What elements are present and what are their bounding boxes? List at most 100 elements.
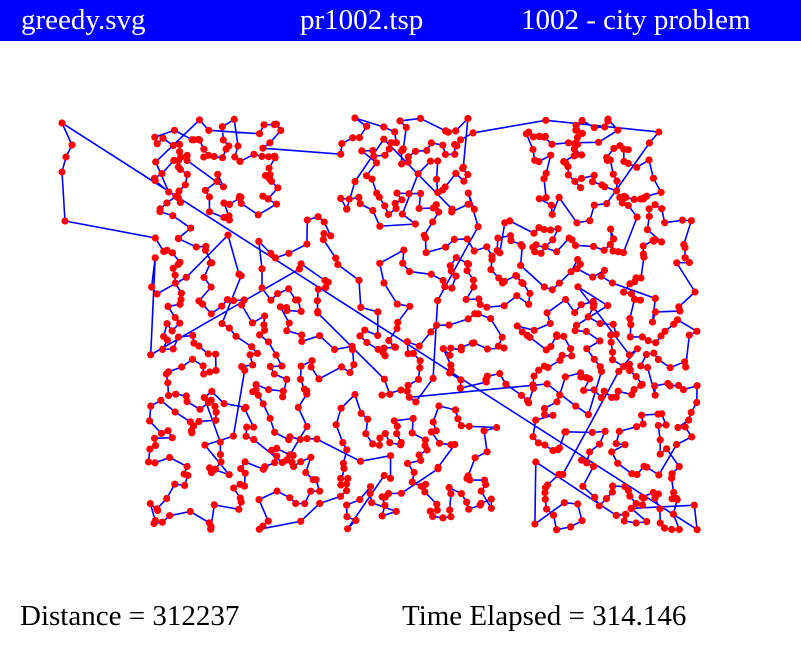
city-point [279, 387, 287, 395]
city-point [266, 139, 274, 147]
city-point [392, 139, 400, 147]
city-point [201, 186, 209, 194]
city-point [564, 171, 573, 179]
city-point [151, 177, 159, 185]
city-point [342, 480, 351, 488]
city-point [225, 471, 233, 479]
city-point [651, 382, 659, 390]
city-point [434, 157, 442, 165]
city-point [493, 423, 501, 432]
city-point [660, 524, 669, 532]
city-point [217, 458, 225, 466]
city-point [339, 439, 347, 447]
city-point [259, 465, 267, 473]
city-point [236, 157, 244, 165]
city-point [578, 129, 587, 138]
city-point [432, 321, 441, 329]
city-point [654, 355, 663, 364]
city-point [273, 487, 281, 495]
city-point [500, 277, 508, 285]
city-point [391, 343, 399, 351]
city-point [414, 170, 422, 178]
city-point [355, 276, 363, 284]
city-point [434, 297, 442, 305]
city-point [169, 212, 177, 220]
city-point [380, 123, 388, 131]
city-point [176, 198, 184, 206]
city-point [663, 445, 671, 453]
city-point [181, 481, 189, 489]
city-point [303, 435, 311, 443]
city-point [364, 415, 372, 423]
city-point [219, 183, 227, 191]
city-point [658, 205, 666, 213]
city-point [336, 492, 345, 500]
city-point [522, 130, 531, 138]
city-point [555, 470, 563, 479]
city-point [475, 295, 483, 303]
city-point [638, 493, 646, 501]
city-point [403, 338, 411, 346]
city-point [314, 213, 322, 221]
city-point [343, 205, 351, 213]
city-point [608, 356, 617, 364]
city-point [589, 242, 598, 250]
city-point [654, 490, 663, 498]
city-point [549, 446, 557, 455]
city-point [380, 135, 388, 143]
city-point [387, 139, 395, 147]
city-point [307, 487, 315, 495]
city-point [159, 134, 167, 142]
city-point [406, 302, 414, 310]
city-point [530, 372, 538, 380]
city-point [589, 178, 597, 186]
city-point [368, 499, 376, 507]
city-point [400, 246, 408, 254]
city-point [379, 348, 387, 356]
city-point [462, 295, 470, 304]
city-point [685, 331, 693, 339]
city-point [561, 373, 570, 381]
city-point [258, 265, 266, 273]
city-point [378, 493, 386, 501]
city-point [223, 296, 231, 304]
city-point [422, 249, 430, 257]
city-point [502, 380, 510, 388]
city-point [403, 387, 411, 395]
city-point [313, 435, 321, 443]
city-point [349, 134, 357, 142]
city-point [252, 381, 260, 389]
city-point [595, 440, 604, 448]
city-point [609, 170, 617, 178]
city-point [361, 326, 369, 334]
city-point [632, 372, 640, 381]
city-point [254, 211, 262, 219]
city-point [164, 379, 172, 387]
city-point [556, 356, 564, 364]
city-point [206, 464, 214, 472]
city-point [200, 153, 208, 161]
city-point [439, 514, 447, 522]
city-point [651, 308, 660, 316]
city-point [477, 499, 485, 507]
city-point [546, 319, 554, 328]
city-point [296, 435, 304, 443]
city-point [561, 428, 569, 436]
city-point [531, 520, 539, 528]
city-point [584, 411, 593, 419]
city-point [452, 254, 460, 262]
city-point [651, 391, 659, 399]
city-point [590, 171, 598, 179]
city-point [542, 194, 550, 202]
city-point [302, 468, 310, 477]
city-point [668, 525, 676, 534]
city-point [188, 136, 196, 144]
city-point [182, 392, 190, 400]
city-point [618, 199, 626, 207]
city-point [464, 114, 472, 123]
city-point [628, 470, 636, 478]
city-point [445, 483, 453, 492]
city-point [374, 308, 382, 316]
city-point [454, 415, 462, 423]
